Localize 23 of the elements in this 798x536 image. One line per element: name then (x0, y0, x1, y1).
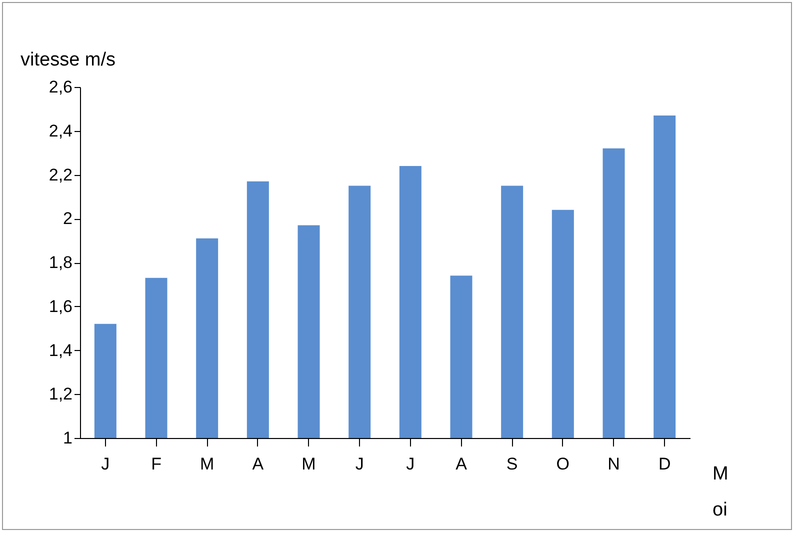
x-tick-label: J (355, 454, 364, 474)
y-tick-label: 2,4 (48, 121, 72, 140)
x-tick-label: A (252, 454, 264, 474)
x-tick-label: J (406, 454, 415, 474)
y-tick-label: 1,6 (48, 296, 72, 316)
y-tick-label: 1,2 (48, 384, 72, 404)
y-tick-label: 1 (63, 428, 72, 448)
x-tick-label: J (101, 454, 110, 474)
y-tick-label: 1,4 (48, 340, 72, 360)
y-tick-label: 1,8 (48, 253, 72, 272)
y-tick-label: 2,6 (48, 78, 72, 96)
x-tick-label: N (608, 454, 620, 474)
y-tick-label: 2 (63, 209, 72, 228)
x-tick-label: O (556, 454, 570, 474)
x-tick-label: F (151, 454, 162, 474)
x-tick-label: A (456, 454, 468, 474)
y-axis-title: vitesse m/s (20, 50, 116, 70)
x-tick-label: S (506, 454, 518, 474)
x-axis-title: M oi (712, 464, 728, 520)
x-tick-label: M (302, 454, 316, 474)
y-tick-label: 2,2 (48, 165, 72, 184)
x-tick-label: M (200, 454, 214, 474)
x-tick-label: D (658, 454, 671, 474)
